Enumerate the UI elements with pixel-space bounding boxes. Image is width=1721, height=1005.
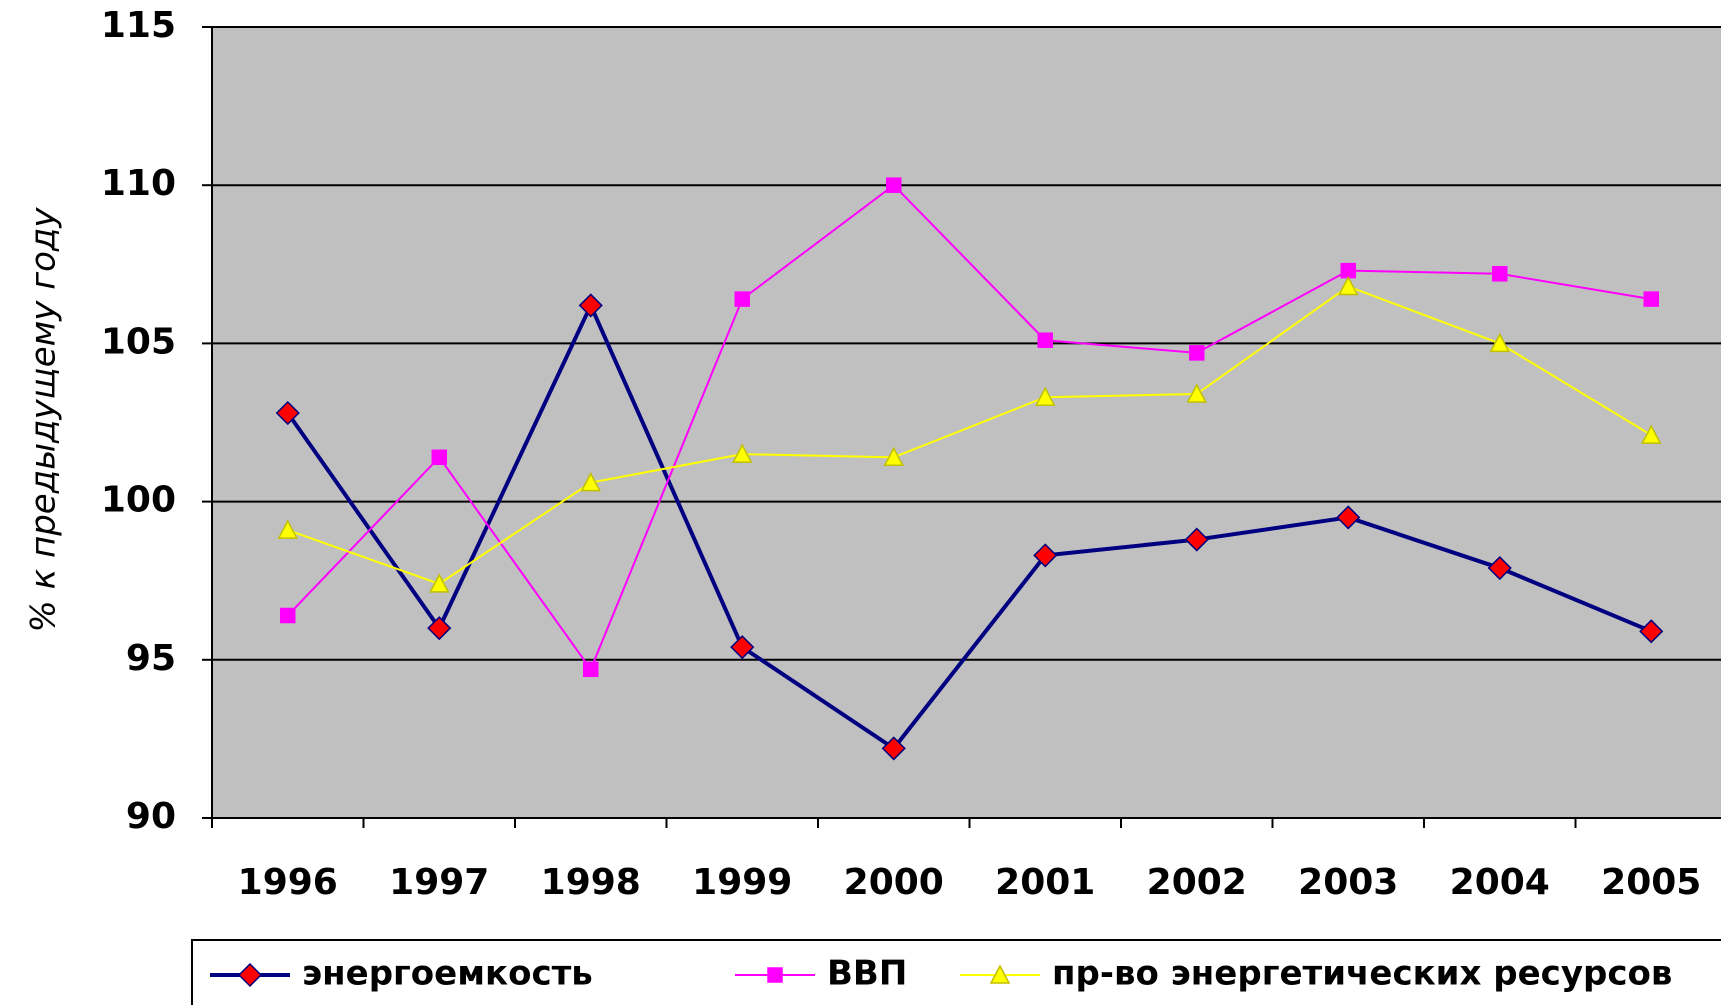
point [886,177,902,193]
point [1487,555,1512,581]
point [1189,345,1205,361]
x-tick-label: 1998 [541,862,641,903]
legend-marker [767,967,783,983]
line [287,285,1652,585]
plot-area [212,27,1721,818]
point [1186,383,1207,403]
legend [191,939,1721,1005]
point [1492,266,1508,282]
point [580,472,601,492]
y-axis-label: % к предыдущему году [24,207,64,633]
legend-marker [237,962,263,988]
point [431,449,447,466]
point [1184,527,1209,552]
point [732,443,753,463]
point [1340,262,1356,279]
x-tick-label: 1996 [238,862,338,903]
line [287,183,1652,672]
line [286,300,1653,752]
legend-label: ВВП [827,954,907,994]
point [277,519,298,539]
x-tick-label: 1999 [692,862,792,903]
legend-label: пр-во энергетических ресурсов [1052,954,1672,994]
legend-marker [989,964,1011,984]
point [1035,386,1056,406]
point [730,635,755,660]
point [1641,424,1662,444]
point [427,616,452,641]
x-tick-label: 1997 [389,862,489,903]
y-tick-label: 105 [101,321,176,362]
point [429,573,450,593]
point [1643,291,1659,307]
point [583,661,599,678]
point [1489,332,1510,353]
point [280,607,296,624]
point [1033,543,1058,568]
x-tick-label: 2003 [1298,862,1398,903]
point [1037,332,1053,348]
x-tick-label: 2002 [1147,862,1247,903]
x-tick-label: 2004 [1450,862,1550,903]
point [881,736,906,761]
point [275,400,300,426]
y-tick-label: 100 [101,480,176,521]
point [1336,505,1361,530]
y-tick-label: 90 [126,796,176,837]
y-tick-label: 115 [101,5,176,46]
y-tick-label: 95 [126,638,176,679]
point [883,446,904,467]
x-tick-label: 2005 [1601,862,1701,903]
point [1338,275,1359,296]
x-tick-label: 2001 [995,862,1095,903]
y-tick-label: 110 [101,163,176,204]
point [734,291,750,307]
legend-label: энергоемкость [302,954,593,994]
point [578,293,603,318]
point [1639,619,1664,644]
x-tick-label: 2000 [844,862,944,903]
